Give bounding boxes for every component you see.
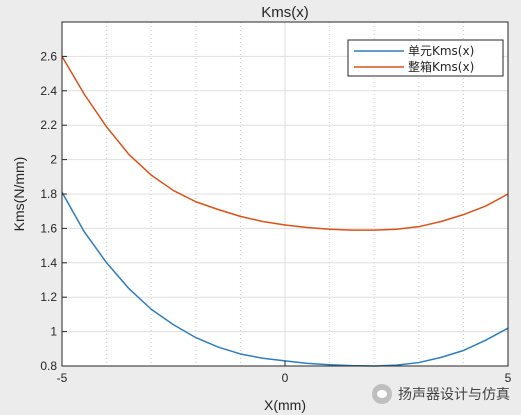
y-tick-label: 2.4: [40, 84, 57, 98]
y-tick-label: 2.6: [40, 49, 57, 63]
y-tick-label: 1: [50, 325, 57, 339]
legend-label: 整箱Kms(x): [408, 59, 474, 74]
legend-label: 单元Kms(x): [408, 44, 474, 58]
y-tick-label: 1.2: [40, 290, 57, 304]
series-line-1: [61, 191, 509, 367]
y-tick-label: 1.8: [40, 187, 57, 201]
x-tick-label: 0: [282, 371, 289, 385]
y-tick-label: 0.8: [40, 359, 57, 373]
watermark-text: 扬声器设计与仿真: [398, 387, 510, 403]
y-tick-label: 2: [50, 153, 57, 167]
chart-title: Kms(x): [261, 4, 309, 21]
legend: 单元Kms(x)整箱Kms(x): [347, 39, 504, 77]
y-tick-label: 2.2: [40, 118, 57, 132]
legend-box: [347, 39, 504, 77]
y-tick-label: 1.4: [40, 256, 57, 270]
y-tick-label: 1.6: [40, 221, 57, 235]
ticks: 0.8 1 1.2 1.4 1.6 1.8 2 2.2 2.4 2.6 -5 0 5: [40, 49, 511, 385]
series-line-2: [61, 56, 509, 231]
wechat-icon: [372, 384, 392, 404]
x-axis-label: X(mm): [264, 397, 306, 413]
watermark: 扬声器设计与仿真: [372, 384, 510, 404]
series-layer: [61, 56, 509, 367]
y-axis-label: Kms(N/mm): [11, 157, 27, 232]
x-tick-label: -5: [57, 371, 68, 385]
x-tick-label: 5: [505, 371, 512, 385]
